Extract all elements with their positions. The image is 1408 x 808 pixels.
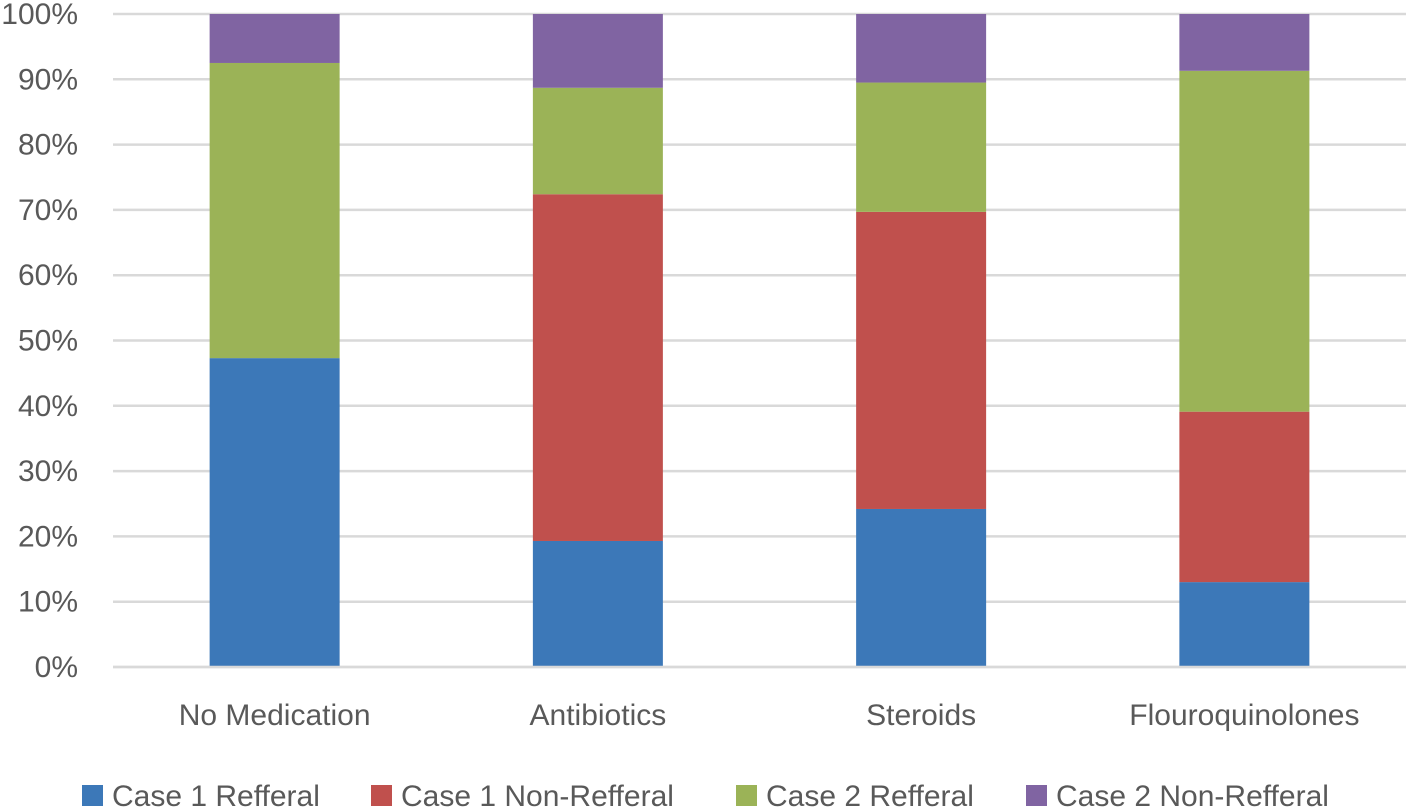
x-category-label: Steroids xyxy=(866,699,976,732)
bar-segment-case-1-refferal-flouroquinolones xyxy=(1179,582,1310,667)
bar-segment-case-1-non-refferal-antibiotics xyxy=(532,194,663,541)
x-category-label: No Medication xyxy=(179,699,371,732)
y-tick-label: 100% xyxy=(1,0,78,31)
bar-segment-case-1-refferal-steroids xyxy=(856,508,987,667)
x-category-label: Flouroquinolones xyxy=(1129,699,1359,732)
y-tick-label: 40% xyxy=(18,390,78,423)
y-tick-label: 0% xyxy=(35,651,78,684)
y-tick-label: 10% xyxy=(18,586,78,619)
bar-segment-case-2-non-refferal-flouroquinolones xyxy=(1179,14,1310,71)
bar-segment-case-1-non-refferal-flouroquinolones xyxy=(1179,411,1310,583)
y-tick-label: 50% xyxy=(18,325,78,358)
legend-swatch xyxy=(82,785,103,806)
bar-segment-case-2-refferal-antibiotics xyxy=(532,87,663,195)
bars xyxy=(209,14,1310,667)
y-tick-label: 80% xyxy=(18,129,78,162)
legend-swatch xyxy=(736,785,757,806)
bar-segment-case-2-refferal-steroids xyxy=(856,82,987,212)
y-tick-label: 60% xyxy=(18,259,78,292)
bar-segment-case-2-non-refferal-antibiotics xyxy=(532,14,663,88)
legend-label: Case 2 Non-Refferal xyxy=(1056,780,1329,808)
legend-label: Case 1 Non-Refferal xyxy=(401,780,674,808)
bar-segment-case-1-non-refferal-steroids xyxy=(856,211,987,509)
legend-swatch xyxy=(371,785,392,806)
legend-label: Case 1 Refferal xyxy=(112,780,320,808)
bar-segment-case-2-non-refferal-steroids xyxy=(856,14,987,83)
bar-segment-case-2-refferal-no-medication xyxy=(209,62,340,359)
y-tick-label: 20% xyxy=(18,520,78,553)
bar-segment-case-1-refferal-no-medication xyxy=(209,358,340,667)
legend-swatch xyxy=(1026,785,1047,806)
y-tick-label: 90% xyxy=(18,63,78,96)
legend-label: Case 2 Refferal xyxy=(766,780,974,808)
x-axis: No Medication Antibiotics Steroids Flouroqu… xyxy=(113,665,1406,732)
legend: Case 1 Refferal Case 1 Non-Refferal Case 2… xyxy=(82,780,1329,808)
bar-segment-case-2-refferal-flouroquinolones xyxy=(1179,70,1310,412)
y-tick-label: 70% xyxy=(18,194,78,227)
x-category-label: Antibiotics xyxy=(530,699,667,732)
y-tick-label: 30% xyxy=(18,455,78,488)
bar-segment-case-1-refferal-antibiotics xyxy=(532,540,663,667)
bar-segment-case-2-non-refferal-no-medication xyxy=(209,14,340,63)
y-axis: 0% 10% 20% 30% 40% 50% 60% 70% 80% 90% 100% xyxy=(1,0,78,684)
